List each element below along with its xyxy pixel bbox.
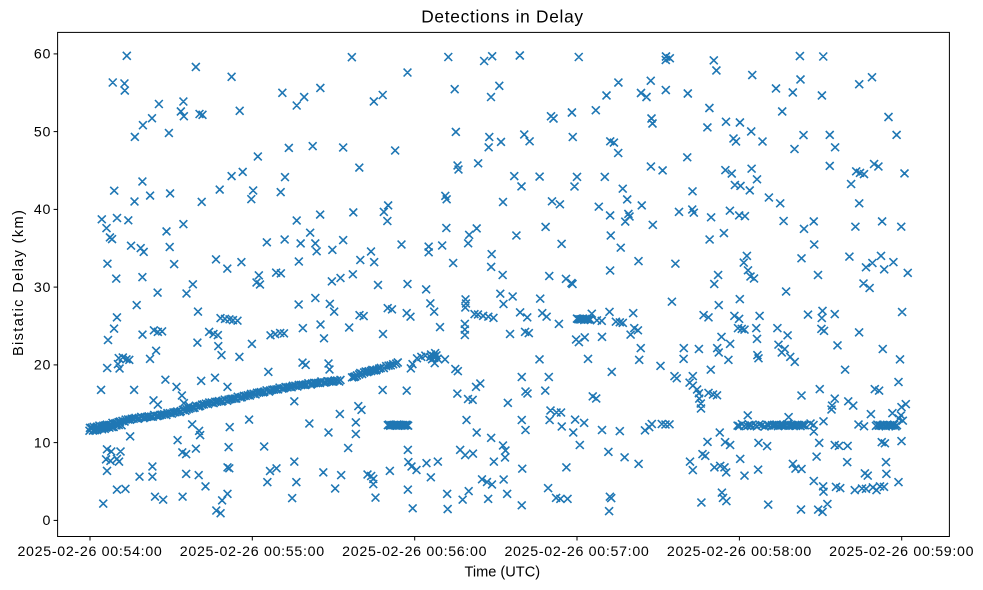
- svg-text:30: 30: [34, 280, 51, 296]
- svg-text:2025-02-26 00:57:00: 2025-02-26 00:57:00: [504, 544, 649, 560]
- svg-text:Detections in Delay: Detections in Delay: [421, 6, 584, 26]
- svg-text:2025-02-26 00:55:00: 2025-02-26 00:55:00: [180, 544, 325, 560]
- svg-text:20: 20: [34, 358, 51, 374]
- svg-text:Bistatic Delay (km): Bistatic Delay (km): [11, 209, 27, 356]
- svg-text:0: 0: [43, 513, 52, 529]
- svg-text:2025-02-26 00:58:00: 2025-02-26 00:58:00: [667, 544, 812, 560]
- svg-text:10: 10: [34, 435, 51, 451]
- svg-text:2025-02-26 00:59:00: 2025-02-26 00:59:00: [829, 544, 974, 560]
- svg-text:2025-02-26 00:56:00: 2025-02-26 00:56:00: [342, 544, 487, 560]
- svg-text:2025-02-26 00:54:00: 2025-02-26 00:54:00: [17, 544, 162, 560]
- svg-text:50: 50: [34, 124, 51, 140]
- svg-text:60: 60: [34, 47, 51, 63]
- svg-text:Time (UTC): Time (UTC): [464, 564, 540, 580]
- svg-text:40: 40: [34, 202, 51, 218]
